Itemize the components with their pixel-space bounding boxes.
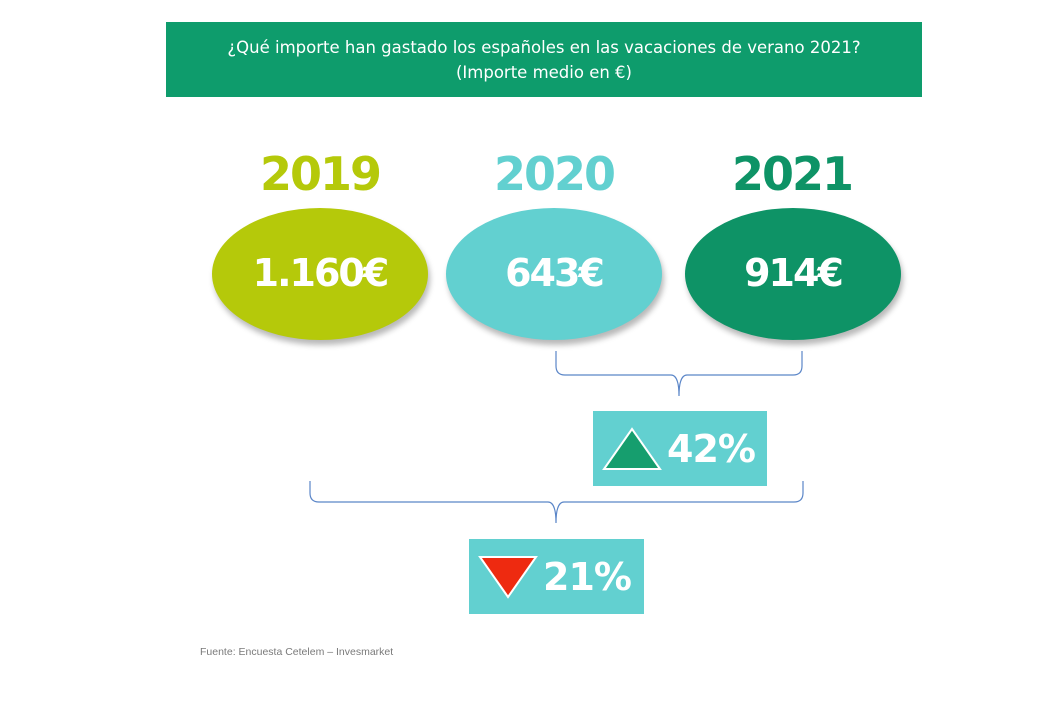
year-label-2021: 2021: [731, 147, 854, 201]
change-label-21: 21%: [543, 554, 632, 599]
bracket-2020-2021: [555, 351, 803, 397]
change-label-42: 42%: [667, 426, 756, 471]
year-label-2020: 2020: [493, 147, 616, 201]
change-box-2020-2021: 42%: [593, 411, 767, 486]
value-ellipse-2020: 643€: [446, 208, 662, 340]
chart-title: ¿Qué importe han gastado los españoles e…: [227, 37, 861, 57]
bracket-2019-2021: [309, 481, 804, 524]
source-note: Fuente: Encuesta Cetelem – Invesmarket: [200, 646, 394, 658]
year-label-2019: 2019: [259, 147, 382, 201]
value-ellipse-2019: 1.160€: [212, 208, 428, 340]
down-triangle-icon: [478, 555, 538, 599]
change-box-2019-2021: 21%: [469, 539, 644, 614]
chart-subtitle: (Importe medio en €): [455, 62, 632, 82]
up-triangle-icon: [602, 426, 662, 470]
value-ellipse-2021: 914€: [685, 208, 901, 340]
value-label-2019: 1.160€: [252, 250, 390, 295]
title-banner: ¿Qué importe han gastado los españoles e…: [166, 22, 922, 97]
value-label-2021: 914€: [744, 250, 844, 295]
value-label-2020: 643€: [505, 250, 605, 295]
